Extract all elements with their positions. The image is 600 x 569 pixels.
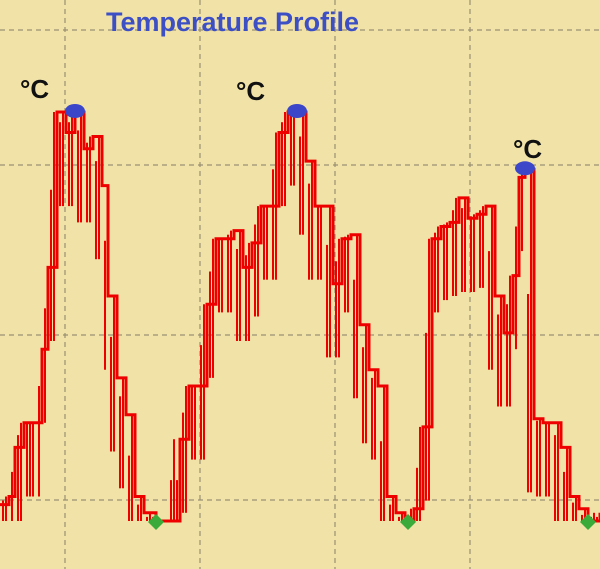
unit-label: °C bbox=[513, 134, 542, 164]
unit-label: °C bbox=[236, 76, 265, 106]
chart-title: Temperature Profile bbox=[106, 7, 359, 37]
low-marker bbox=[148, 514, 164, 530]
peak-marker bbox=[287, 104, 307, 118]
markers bbox=[65, 104, 596, 530]
low-marker bbox=[400, 514, 416, 530]
low-marker bbox=[580, 514, 596, 530]
peak-marker bbox=[515, 161, 535, 176]
peak-marker bbox=[65, 104, 85, 118]
unit-label: °C bbox=[20, 74, 49, 104]
temperature-trace bbox=[0, 110, 600, 523]
temperature-spikes bbox=[2, 112, 598, 521]
